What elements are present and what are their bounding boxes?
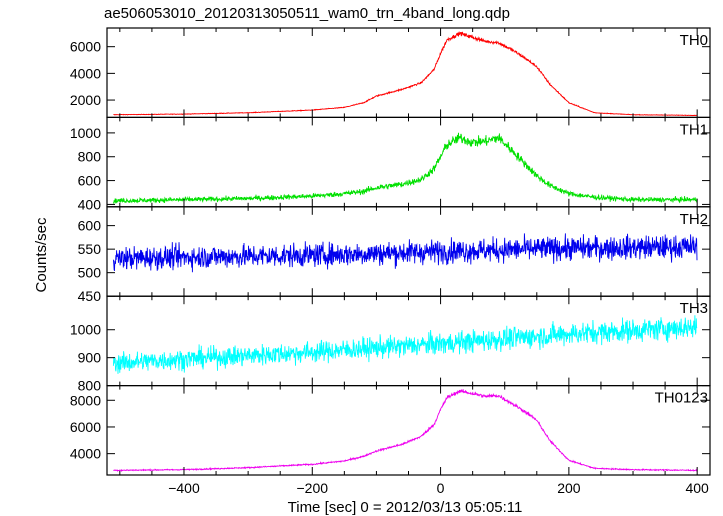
series-line-th2 xyxy=(112,233,698,273)
y-tick-label: 800 xyxy=(78,378,102,394)
panel-th1: 400 600 800 1000 TH1 xyxy=(70,116,711,212)
panel-th2: 450 500 550 600 TH2 xyxy=(78,206,711,304)
panel-label: TH2 xyxy=(680,211,708,228)
x-tick-label: −200 xyxy=(297,480,329,496)
y-tick-label: 1000 xyxy=(70,322,101,338)
y-tick-label: 400 xyxy=(78,196,102,212)
y-tick-label: 600 xyxy=(78,218,102,234)
panel-label: TH3 xyxy=(680,300,708,317)
chart-title: ae506053010_20120313050511_wam0_trn_4ban… xyxy=(104,5,510,22)
panel-frame xyxy=(106,116,711,208)
x-axis-label: Time [sec] 0 = 2012/03/13 05:05:11 xyxy=(288,499,523,516)
series-line-th0 xyxy=(113,31,698,117)
y-tick-label: 800 xyxy=(78,149,102,165)
y-tick-label: 450 xyxy=(78,288,102,304)
panel-frame xyxy=(106,385,711,476)
series-line-th1 xyxy=(112,132,698,205)
panel-th0: 2000 4000 6000 TH0 xyxy=(70,27,711,119)
x-tick-label: 0 xyxy=(437,480,445,496)
y-tick-label: 4000 xyxy=(70,446,101,462)
panel-label: TH1 xyxy=(680,121,708,138)
y-tick-label: 1000 xyxy=(70,125,101,141)
y-tick-label: 4000 xyxy=(70,65,101,81)
y-tick-label: 8000 xyxy=(70,392,101,408)
panel-frame xyxy=(106,27,711,119)
panel-th3: 800 900 1000 TH3 xyxy=(70,295,711,394)
y-tick-label: 2000 xyxy=(70,92,101,108)
series-line-th3 xyxy=(112,315,698,374)
x-tick-label: 200 xyxy=(557,480,581,496)
y-tick-label: 550 xyxy=(78,241,102,257)
panel-label: TH0123 xyxy=(655,390,708,407)
y-axis-label: Counts/sec xyxy=(33,217,50,293)
x-tick-label: −400 xyxy=(168,480,200,496)
panel-label: TH0 xyxy=(680,32,708,49)
panel-th0123: 4000 6000 8000 TH0123 xyxy=(70,385,711,476)
y-tick-label: 600 xyxy=(78,173,102,189)
series-line-th0123 xyxy=(113,388,698,473)
y-tick-label: 500 xyxy=(78,265,102,281)
y-tick-label: 6000 xyxy=(70,419,101,435)
x-tick-label: 400 xyxy=(685,480,709,496)
y-tick-label: 6000 xyxy=(70,39,101,55)
y-tick-label: 900 xyxy=(78,350,102,366)
